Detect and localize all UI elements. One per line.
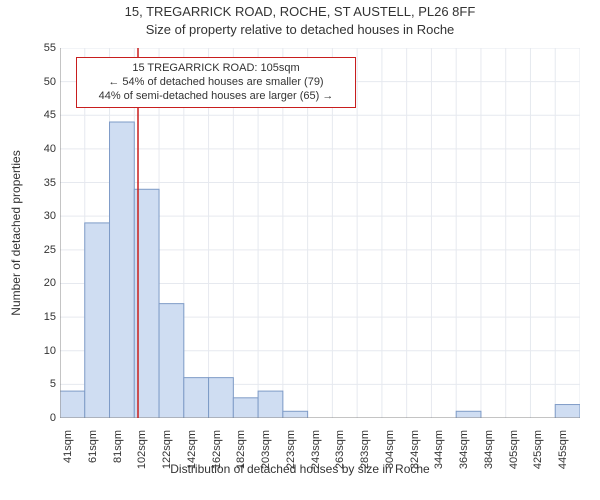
- y-tick-label: 5: [16, 378, 56, 390]
- histogram-bar: [159, 304, 184, 418]
- annotation-box: 15 TREGARRICK ROAD: 105sqm ← 54% of deta…: [76, 57, 356, 108]
- histogram-bar: [110, 122, 135, 418]
- x-tick-label: 61sqm: [87, 430, 99, 463]
- y-tick-label: 50: [16, 76, 56, 88]
- x-tick-label: 445sqm: [557, 430, 569, 469]
- x-tick-label: 344sqm: [433, 430, 445, 469]
- y-tick-label: 30: [16, 210, 56, 222]
- y-tick-label: 15: [16, 311, 56, 323]
- x-tick-label: 162sqm: [211, 430, 223, 469]
- x-tick-label: 405sqm: [508, 430, 520, 469]
- chart-title: 15, TREGARRICK ROAD, ROCHE, ST AUSTELL, …: [0, 4, 600, 19]
- x-tick-label: 41sqm: [62, 430, 74, 463]
- x-tick-label: 142sqm: [186, 430, 198, 469]
- x-tick-label: 81sqm: [112, 430, 124, 463]
- chart-subtitle: Size of property relative to detached ho…: [0, 22, 600, 37]
- x-tick-label: 304sqm: [384, 430, 396, 469]
- histogram-bar: [233, 398, 258, 418]
- y-tick-label: 35: [16, 177, 56, 189]
- x-tick-label: 384sqm: [483, 430, 495, 469]
- histogram-bar: [555, 405, 580, 418]
- y-tick-label: 10: [16, 345, 56, 357]
- histogram-bar: [258, 391, 283, 418]
- x-tick-label: 182sqm: [235, 430, 247, 469]
- y-tick-label: 40: [16, 143, 56, 155]
- histogram-bar: [456, 411, 481, 418]
- annotation-line: 44% of semi-detached houses are larger (…: [83, 90, 349, 104]
- y-tick-label: 0: [16, 412, 56, 424]
- x-tick-label: 283sqm: [359, 430, 371, 469]
- y-tick-label: 45: [16, 109, 56, 121]
- x-tick-label: 223sqm: [285, 430, 297, 469]
- annotation-line: 15 TREGARRICK ROAD: 105sqm: [83, 62, 349, 76]
- x-tick-label: 425sqm: [532, 430, 544, 469]
- histogram-bar: [283, 411, 308, 418]
- y-tick-label: 25: [16, 244, 56, 256]
- annotation-line: ← 54% of detached houses are smaller (79…: [83, 76, 349, 90]
- x-tick-label: 243sqm: [310, 430, 322, 469]
- histogram-bar: [60, 391, 85, 418]
- y-tick-label: 55: [16, 42, 56, 54]
- x-tick-label: 122sqm: [161, 430, 173, 469]
- x-tick-label: 203sqm: [260, 430, 272, 469]
- x-tick-label: 263sqm: [334, 430, 346, 469]
- histogram-bar: [184, 378, 209, 418]
- x-tick-label: 102sqm: [136, 430, 148, 469]
- histogram-bar: [85, 223, 110, 418]
- x-tick-label: 364sqm: [458, 430, 470, 469]
- x-tick-label: 324sqm: [409, 430, 421, 469]
- y-axis-title: Number of detached properties: [9, 150, 23, 315]
- histogram-bar: [209, 378, 234, 418]
- y-tick-label: 20: [16, 277, 56, 289]
